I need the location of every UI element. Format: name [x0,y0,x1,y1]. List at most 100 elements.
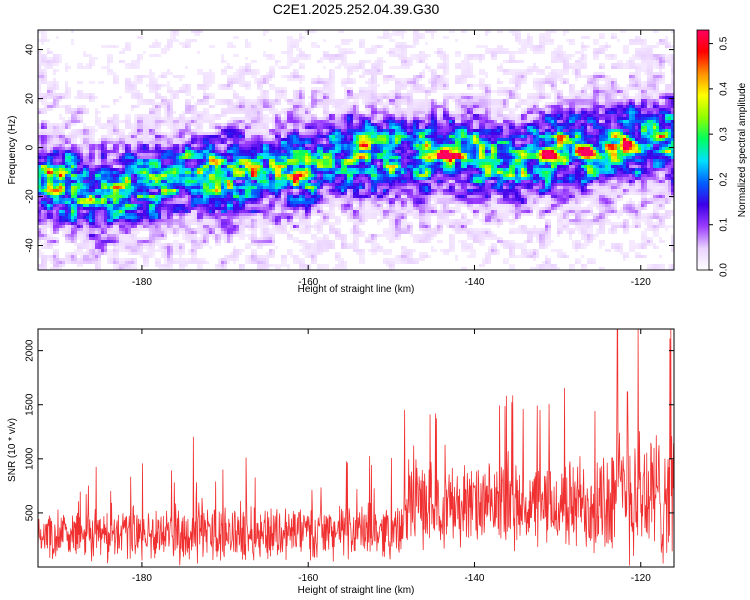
spectrogram-cell [659,78,662,81]
spectrogram-cell [599,36,602,39]
spectrogram-cell [236,123,239,126]
spectrogram-cell [656,45,659,48]
spectrogram-cell [137,78,140,81]
spectrogram-cell [191,141,194,144]
spectrogram-cell [389,114,392,117]
spectrogram-cell [527,93,530,96]
spectrogram-cell [563,123,566,126]
spectrogram-cell [626,99,629,102]
spectrogram-cell [665,90,668,93]
spectrogram-cell [332,120,335,123]
spectrogram-cell [524,120,527,123]
spectrogram-cell [95,117,98,120]
spectrogram-cell [296,117,299,120]
spectrogram-cell [332,138,335,141]
spectrogram-cell [215,141,218,144]
spectrogram-cell [590,138,593,141]
spectrogram-cell [386,141,389,144]
spectrogram-cell [194,117,197,120]
spectrogram-cell [593,138,596,141]
spectrogram-cell [56,96,59,99]
spectrogram-cell [59,93,62,96]
spectrogram-cell [542,78,545,81]
spectrogram-cell [128,63,131,66]
spectrogram-cell [275,60,278,63]
spectrogram-cell [230,102,233,105]
spectrogram-cell [446,141,449,144]
spectrogram-cell [401,42,404,45]
spectrogram-cell [518,69,521,72]
spectrogram-cell [554,72,557,75]
spectrogram-cell [392,105,395,108]
spectrogram-cell [209,96,212,99]
spectrogram-cell [617,93,620,96]
spectrogram-cell [368,48,371,51]
spectrogram-cell [665,138,668,141]
spectrogram-cell [101,135,104,138]
spectrogram-cell [581,138,584,141]
spectrogram-cell [176,39,179,42]
spectrogram-cell [218,126,221,129]
spectrogram-cell [287,141,290,144]
spectrogram-cell [500,69,503,72]
spectrogram-cell [281,93,284,96]
spectrogram-cell [626,66,629,69]
spectrogram-cell [488,96,491,99]
spectrogram-cell [410,135,413,138]
spectrogram-cell [392,120,395,123]
spectrogram-cell [647,66,650,69]
spectrogram-cell [254,105,257,108]
spectrogram-cell [518,39,521,42]
spectrogram-cell [278,129,281,132]
spectrogram-cell [353,111,356,114]
spectrogram-cell [431,117,434,120]
spectrogram-cell [107,132,110,135]
spectrogram-cell [164,117,167,120]
spectrogram-cell [578,72,581,75]
spectrogram-cell [104,126,107,129]
spectrogram-cell [470,84,473,87]
spectrogram-cell [608,135,611,138]
spectrogram-cell [44,57,47,60]
spectrogram-cell [545,111,548,114]
spectrogram-cell [662,60,665,63]
spectrogram-cell [350,39,353,42]
spectrogram-cell [347,135,350,138]
spectrogram-cell [245,120,248,123]
spectrogram-cell [311,108,314,111]
spectrogram-cell [446,60,449,63]
spectrogram-cell [302,132,305,135]
spectrogram-cell [626,123,629,126]
spectrogram-cell [605,141,608,144]
spectrogram-cell [323,84,326,87]
spectrogram-cell [632,132,635,135]
spectrogram-cell [155,54,158,57]
spectrogram-cell [548,105,551,108]
spectrogram-cell [83,123,86,126]
spectrogram-cell [248,138,251,141]
spectrogram-cell [41,78,44,81]
spectrogram-cell [647,54,650,57]
spectrogram-cell [197,114,200,117]
spectrogram-cell [554,60,557,63]
spectrogram-cell [473,138,476,141]
spectrogram-cell [320,123,323,126]
spectrogram-cell [650,126,653,129]
spectrogram-cell [158,120,161,123]
spectrogram-cell [155,120,158,123]
spectrogram-cell [197,117,200,120]
spectrogram-cell [521,48,524,51]
spectrogram-cell [428,117,431,120]
spectrogram-cell [380,93,383,96]
spectrogram-cell [173,132,176,135]
spectrogram-cell [440,111,443,114]
spectrogram-cell [527,45,530,48]
spectrogram-cell [668,57,671,60]
spectrogram-cell [188,120,191,123]
spectrogram-cell [68,105,71,108]
spectrogram-cell [668,111,671,114]
spectrogram-cell [137,36,140,39]
spectrogram-cell [581,48,584,51]
spectrogram-cell [359,39,362,42]
spectrogram-cell [377,108,380,111]
